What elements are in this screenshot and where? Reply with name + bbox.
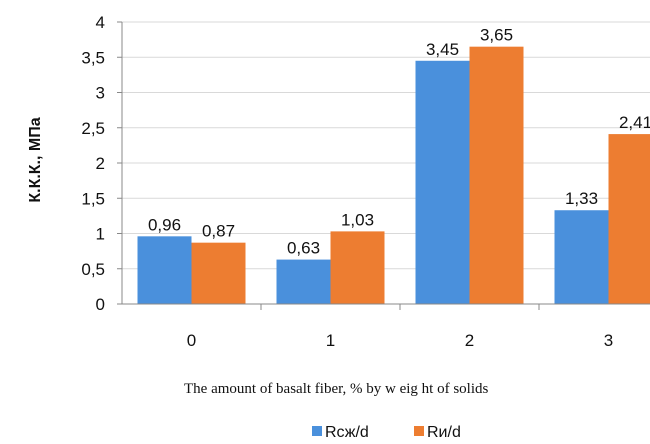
bar-rcj-3 <box>554 210 609 304</box>
data-label: 0,87 <box>202 222 235 241</box>
y-tick-label: 0 <box>96 295 105 314</box>
x-tick-label: 2 <box>465 331 474 350</box>
legend-swatch <box>312 426 322 436</box>
y-tick-labels: 0 0,5 1 1,5 2 2,5 3 3,5 4 <box>81 13 105 314</box>
data-label: 1,33 <box>565 189 598 208</box>
gridlines <box>122 21 650 270</box>
x-tick-label: 0 <box>187 331 196 350</box>
y-tick-label: 0,5 <box>81 260 105 279</box>
bar-rcj-1 <box>276 259 331 304</box>
legend: Rсж/d Rи/d <box>312 424 461 441</box>
y-tick-label: 1 <box>96 225 105 244</box>
x-axis-title: The amount of basalt fiber, % by w eig h… <box>184 381 488 397</box>
data-label: 0,63 <box>287 239 320 258</box>
x-tick-label: 3 <box>604 331 613 350</box>
y-tick-label: 2 <box>96 154 105 173</box>
axes <box>117 21 650 310</box>
bar-ri-2 <box>469 46 524 305</box>
data-label: 1,03 <box>341 210 374 229</box>
bar-rcj-2 <box>415 60 470 305</box>
y-axis-title: К.К.К., МПа <box>27 117 44 202</box>
y-tick-label: 3 <box>96 84 105 103</box>
legend-label: Rсж/d <box>325 424 369 441</box>
data-label: 2,41 <box>619 113 650 132</box>
legend-swatch <box>414 426 424 436</box>
data-label: 0,96 <box>148 215 181 234</box>
bar-rcj-0 <box>137 236 192 304</box>
data-label: 3,65 <box>480 26 513 45</box>
y-tick-label: 4 <box>96 13 105 32</box>
y-tick-label: 3,5 <box>81 48 105 67</box>
y-tick-label: 2,5 <box>81 119 105 138</box>
data-labels: 0,96 0,87 0,63 1,03 3,45 3,65 1,33 2,41 <box>148 26 650 258</box>
x-tick-label: 1 <box>326 331 335 350</box>
x-tick-labels: 0 1 2 3 <box>187 331 613 350</box>
bar-ri-0 <box>191 242 246 304</box>
bars <box>137 46 650 305</box>
bar-ri-3 <box>608 134 650 304</box>
legend-label: Rи/d <box>427 424 461 441</box>
data-label: 3,45 <box>426 40 459 59</box>
bar-ri-1 <box>330 231 385 304</box>
y-tick-label: 1,5 <box>81 189 105 208</box>
